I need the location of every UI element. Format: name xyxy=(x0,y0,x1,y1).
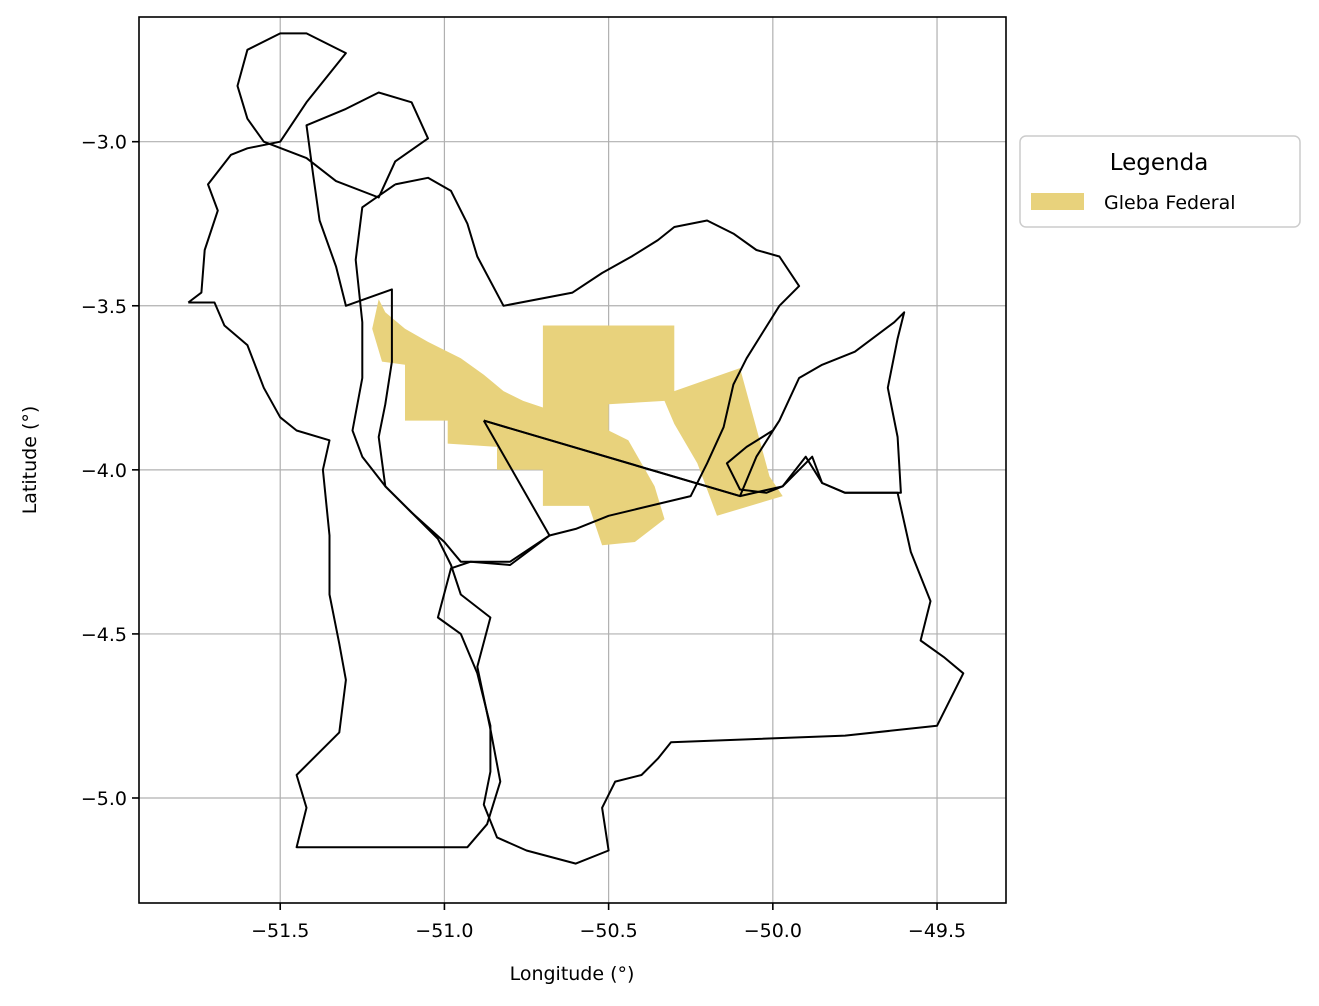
x-tick-label-3: −50.0 xyxy=(744,920,802,942)
y-tick-label-1: −3.5 xyxy=(81,296,127,318)
x-axis-label: Longitude (°) xyxy=(510,963,635,985)
y-axis-label: Latitude (°) xyxy=(19,406,41,515)
municipality-boundary-3 xyxy=(436,419,965,865)
y-tick-label-4: −5.0 xyxy=(81,788,127,810)
municipality-boundary-0 xyxy=(187,32,502,849)
x-axis-ticks: −51.5 −51.0 −50.5 −50.0 −49.5 xyxy=(251,903,966,942)
gleba-federal-area xyxy=(372,299,783,546)
x-tick-label-4: −49.5 xyxy=(908,920,966,942)
plot-area xyxy=(138,16,1007,904)
y-axis-ticks: −3.0 −3.5 −4.0 −4.5 −5.0 xyxy=(81,132,139,810)
y-tick-label-3: −4.5 xyxy=(81,624,127,646)
legend-label-gleba-federal: Gleba Federal xyxy=(1104,192,1236,214)
legend-title: Legenda xyxy=(1110,150,1209,176)
legend-swatch-gleba-federal xyxy=(1031,193,1084,210)
x-tick-label-1: −51.0 xyxy=(415,920,473,942)
municipal-boundaries-layer xyxy=(187,32,965,865)
x-tick-label-2: −50.5 xyxy=(580,920,638,942)
legend: Legenda Gleba Federal xyxy=(1019,135,1301,228)
x-tick-label-0: −51.5 xyxy=(251,920,309,942)
plot-frame xyxy=(138,16,1007,904)
y-tick-label-2: −4.0 xyxy=(81,460,127,482)
municipality-boundary-2 xyxy=(483,311,906,498)
municipality-boundary-1 xyxy=(351,176,801,563)
y-tick-label-0: −3.0 xyxy=(81,132,127,154)
gleba-federal-layer xyxy=(372,299,783,546)
legend-box xyxy=(1019,135,1301,228)
